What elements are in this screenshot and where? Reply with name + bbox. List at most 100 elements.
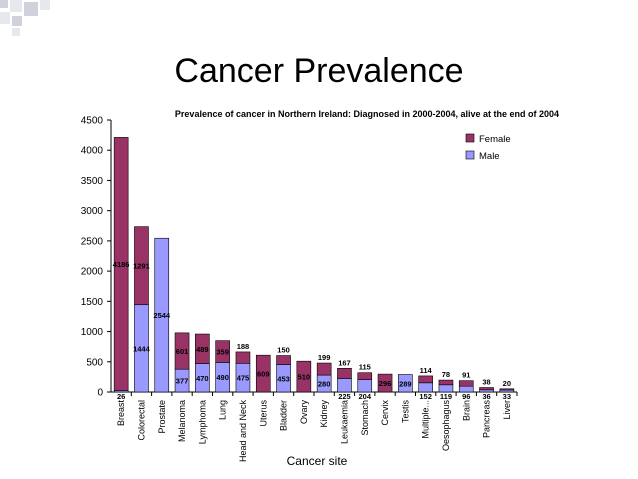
corner-square bbox=[12, 16, 22, 26]
corner-square bbox=[40, 0, 50, 10]
bar-male bbox=[357, 379, 373, 393]
data-label-female: 78 bbox=[442, 370, 450, 379]
bar-female bbox=[458, 380, 474, 387]
data-label-female: 150 bbox=[277, 346, 290, 355]
bar-male bbox=[438, 384, 454, 393]
data-label-male: 289 bbox=[399, 379, 412, 388]
data-label-male: 470 bbox=[196, 374, 209, 383]
data-label-male: 225 bbox=[338, 392, 351, 401]
data-label-male: 377 bbox=[176, 377, 189, 386]
data-label-female: 489 bbox=[196, 345, 209, 354]
x-axis-label: Cancer site bbox=[287, 454, 348, 468]
data-label-male: 152 bbox=[419, 392, 432, 401]
x-tick-label: Breast bbox=[116, 400, 126, 427]
x-tick-label: Brain bbox=[461, 400, 471, 421]
x-tick-label: Lung bbox=[218, 400, 228, 420]
x-tick-label: Kidney bbox=[319, 400, 329, 428]
data-label-female: 4186 bbox=[113, 260, 130, 269]
chart-title: Prevalence of cancer in Northern Ireland… bbox=[175, 109, 559, 119]
data-label-female: 1291 bbox=[133, 262, 150, 271]
data-label-male: 119 bbox=[440, 392, 452, 401]
corner-square bbox=[12, 28, 20, 36]
x-tick-label: Bladder bbox=[279, 400, 289, 431]
bar-male bbox=[154, 237, 170, 393]
y-tick-label: 0 bbox=[97, 388, 103, 399]
bar-female bbox=[438, 379, 454, 386]
data-label-female: 199 bbox=[318, 353, 331, 362]
bar-female bbox=[174, 332, 190, 370]
bar-female bbox=[195, 333, 210, 364]
data-label-male: 204 bbox=[358, 392, 371, 401]
data-label-male: 96 bbox=[462, 392, 470, 401]
legend-label: Female bbox=[479, 134, 511, 145]
bar-female bbox=[215, 340, 230, 363]
corner-square bbox=[10, 0, 22, 12]
y-tick-label: 1000 bbox=[81, 327, 104, 338]
data-label-female: 609 bbox=[257, 370, 270, 379]
bar-female bbox=[113, 137, 129, 391]
x-tick-label: Oesophagus bbox=[441, 400, 451, 452]
bar-female bbox=[255, 354, 271, 393]
bar-female bbox=[316, 362, 332, 376]
data-label-female: 115 bbox=[359, 363, 371, 372]
bar-female bbox=[235, 351, 251, 364]
data-label-female: 601 bbox=[176, 347, 189, 356]
x-tick-label: Leukaemia bbox=[339, 400, 349, 444]
y-tick-label: 3500 bbox=[81, 176, 104, 187]
bar-male bbox=[337, 378, 352, 393]
x-tick-label: Melanoma bbox=[177, 400, 187, 442]
data-label-female: 20 bbox=[503, 379, 511, 388]
x-tick-label: Ovary bbox=[299, 400, 309, 425]
x-tick-label: Head and Neck bbox=[238, 400, 248, 463]
bar-female bbox=[418, 375, 433, 384]
corner-square bbox=[0, 0, 8, 8]
bar-female bbox=[296, 360, 312, 393]
x-tick-label: Prostate bbox=[157, 400, 167, 434]
x-tick-label: Pancreas bbox=[482, 400, 492, 439]
y-tick-label: 500 bbox=[86, 357, 103, 368]
bar-female bbox=[499, 388, 515, 391]
data-label-male: 36 bbox=[482, 392, 490, 401]
y-tick-label: 4500 bbox=[81, 116, 104, 127]
data-label-male: 280 bbox=[318, 380, 331, 389]
data-label-male: 26 bbox=[117, 392, 125, 401]
corner-square bbox=[24, 2, 38, 16]
legend-label: Male bbox=[479, 151, 500, 162]
data-label-female: 296 bbox=[379, 379, 392, 388]
bar-male bbox=[398, 374, 413, 393]
x-tick-label: Colorectal bbox=[136, 400, 146, 441]
data-label-male: 33 bbox=[503, 392, 511, 401]
data-label-female: 359 bbox=[216, 348, 229, 357]
y-tick-label: 2000 bbox=[81, 267, 104, 278]
legend-swatch bbox=[465, 150, 475, 160]
data-label-male: 475 bbox=[237, 374, 250, 383]
data-label-female: 114 bbox=[420, 366, 433, 375]
slide-title: Cancer Prevalence bbox=[174, 52, 464, 90]
bar-female bbox=[134, 226, 149, 306]
y-tick-label: 4000 bbox=[81, 146, 104, 157]
x-tick-label: Liver bbox=[502, 400, 512, 420]
bar-female bbox=[377, 373, 393, 393]
bar-female bbox=[337, 368, 352, 379]
bar-female bbox=[479, 387, 494, 391]
data-label-male: 453 bbox=[277, 374, 290, 383]
x-tick-label: Cervix bbox=[380, 400, 390, 426]
y-tick-label: 3000 bbox=[81, 206, 104, 217]
y-tick-label: 1500 bbox=[81, 297, 104, 308]
x-tick-label: Multiple... bbox=[421, 400, 431, 439]
x-tick-label: Stomach bbox=[360, 400, 370, 436]
corner-decoration bbox=[0, 0, 60, 40]
corner-square bbox=[0, 12, 10, 24]
data-label-male: 2544 bbox=[153, 311, 171, 320]
data-label-female: 510 bbox=[298, 373, 311, 382]
data-label-female: 91 bbox=[462, 371, 470, 380]
data-label-female: 38 bbox=[482, 378, 490, 387]
x-tick-label: Lymphoma bbox=[197, 400, 207, 444]
bar-male bbox=[418, 382, 433, 393]
x-tick-label: Testis bbox=[400, 400, 410, 424]
bar-female bbox=[276, 355, 291, 365]
data-label-male: 490 bbox=[216, 373, 229, 382]
data-label-female: 188 bbox=[237, 342, 250, 351]
bar-female bbox=[357, 372, 373, 380]
